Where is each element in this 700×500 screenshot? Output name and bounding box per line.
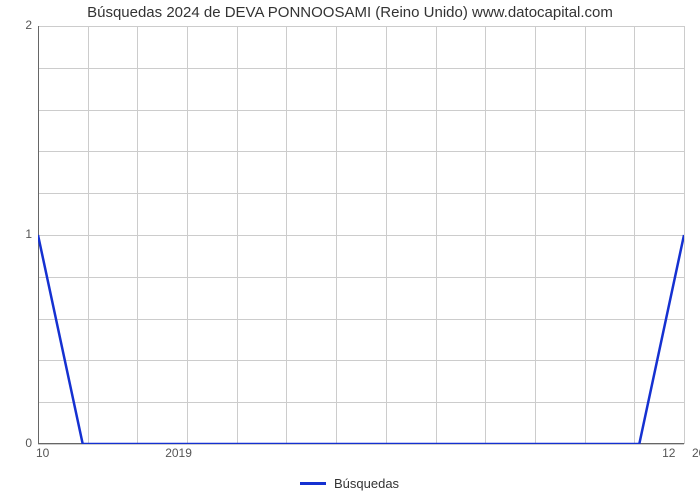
gridline-vertical <box>684 26 685 444</box>
legend-swatch <box>300 482 326 485</box>
y-tick-label: 2 <box>25 18 32 32</box>
x-tick-label: 202 <box>692 446 700 460</box>
gridline-horizontal <box>38 444 684 445</box>
legend-label: Búsquedas <box>334 476 399 491</box>
x-tick-label: 2019 <box>165 446 192 460</box>
legend: Búsquedas <box>300 476 399 491</box>
series-line <box>38 26 684 444</box>
chart-title: Búsquedas 2024 de DEVA PONNOOSAMI (Reino… <box>0 4 700 21</box>
plot-area <box>38 26 684 444</box>
chart-container: Búsquedas 2024 de DEVA PONNOOSAMI (Reino… <box>0 0 700 500</box>
x-tick-label: 10 <box>36 446 49 460</box>
y-tick-label: 1 <box>25 227 32 241</box>
x-tick-label: 12 <box>662 446 675 460</box>
y-tick-label: 0 <box>25 436 32 450</box>
